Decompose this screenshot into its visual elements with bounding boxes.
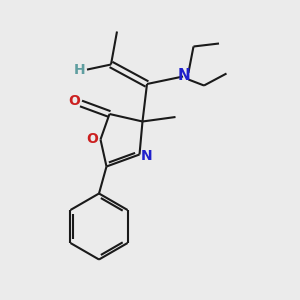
Text: H: H xyxy=(74,64,85,77)
Text: O: O xyxy=(86,132,98,146)
Text: O: O xyxy=(68,94,80,108)
Text: N: N xyxy=(141,149,153,163)
Text: N: N xyxy=(178,68,191,83)
